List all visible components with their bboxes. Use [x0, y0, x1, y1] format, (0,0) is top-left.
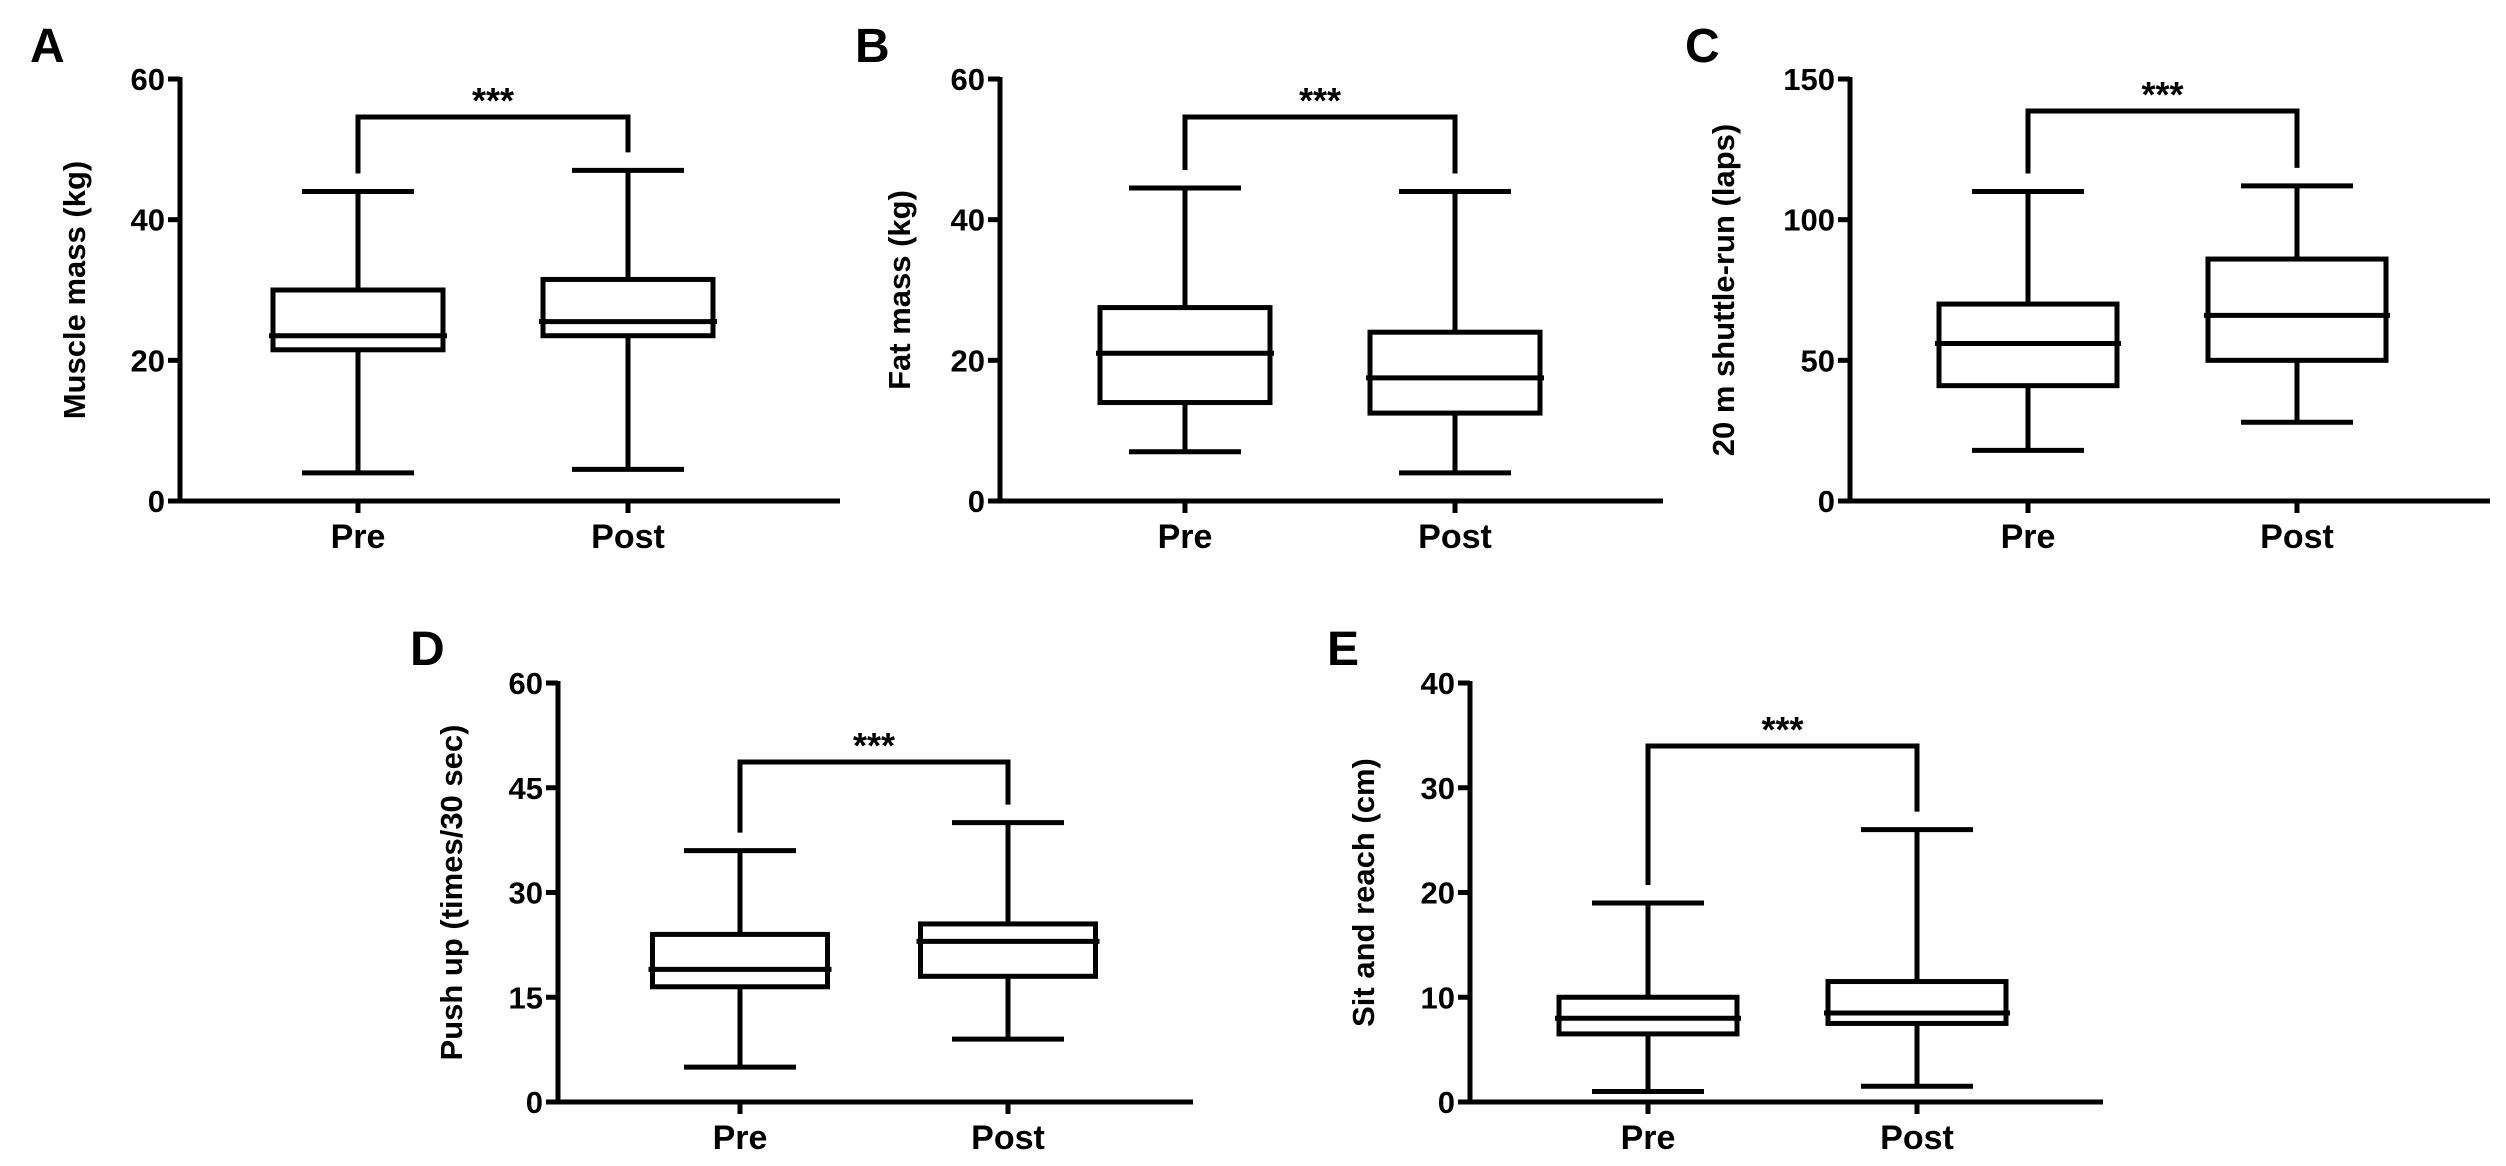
y-tick-label: 10 — [1421, 980, 1455, 1015]
box-pre — [1096, 185, 1274, 455]
significance-stars: *** — [1299, 80, 1341, 121]
panel-b: B 0 20 40 60 Fat mass (kg) Pre Post *** — [855, 20, 1663, 556]
box-pre — [648, 848, 832, 1070]
box-post — [2204, 183, 2390, 425]
iqr-box — [540, 276, 716, 339]
y-axis-title: 20 m shuttle-run (laps) — [1706, 124, 1741, 456]
y-tick-label: 20 — [951, 343, 985, 378]
x-category-label: Pre — [1158, 518, 1213, 556]
significance-bracket — [1182, 114, 1458, 174]
significance-bracket — [737, 759, 1011, 833]
significance-stars: *** — [2141, 74, 2183, 115]
y-tick-label: 60 — [951, 62, 985, 97]
y-tick-label: 50 — [1801, 343, 1835, 378]
y-tick-label: 0 — [968, 484, 985, 519]
y-tick-label: 0 — [148, 484, 165, 519]
box-pre — [269, 189, 447, 476]
significance-stars: *** — [472, 80, 514, 121]
box-post — [1824, 827, 2010, 1089]
x-category-label: Pre — [713, 1119, 768, 1157]
iqr-box — [1825, 979, 2009, 1026]
iqr-box — [918, 921, 1098, 979]
x-category-label: Post — [971, 1119, 1045, 1157]
x-category-label: Pre — [1621, 1119, 1676, 1157]
significance-stars: *** — [853, 725, 895, 766]
x-category-label: Pre — [331, 518, 386, 556]
y-tick-label: 0 — [1438, 1085, 1455, 1120]
iqr-box — [1556, 994, 1740, 1037]
significance-bracket — [1645, 743, 1920, 885]
significance-bracket — [2025, 108, 2300, 174]
y-tick-label: 40 — [1421, 666, 1455, 701]
y-tick-label: 15 — [509, 980, 543, 1015]
panel-c: C 0 50 100 150 20 m shuttle-run (laps) Pre Post… — [1685, 20, 2490, 556]
x-category-label: Post — [591, 518, 665, 556]
panel-letter: E — [1327, 623, 1359, 676]
panel-d: D 0 15 30 45 60 Push up (times/30 sec) Pre Post *… — [410, 623, 1193, 1157]
y-tick-label: 100 — [1783, 203, 1835, 238]
y-axis-title: Sit and reach (cm) — [1346, 758, 1381, 1027]
panel-letter: B — [855, 20, 890, 73]
panel-a: A 0 20 40 60 Muscle mass (kg) Pre Post *** — [30, 20, 840, 556]
y-axis-title: Muscle mass (kg) — [57, 161, 92, 419]
y-tick-label: 40 — [131, 203, 165, 238]
box-post — [539, 167, 717, 472]
x-category-label: Post — [1880, 1119, 1954, 1157]
iqr-box — [2205, 256, 2389, 363]
x-category-label: Post — [1418, 518, 1492, 556]
iqr-box — [1367, 329, 1543, 416]
y-tick-label: 0 — [526, 1085, 543, 1120]
y-tick-label: 45 — [509, 771, 543, 806]
significance-bracket — [355, 114, 631, 174]
y-axis-title: Push up (times/30 sec) — [434, 725, 469, 1061]
y-tick-label: 20 — [131, 343, 165, 378]
iqr-box — [270, 287, 446, 353]
y-tick-label: 60 — [509, 666, 543, 701]
y-tick-label: 60 — [131, 62, 165, 97]
box-pre — [1935, 189, 2121, 453]
panel-letter: C — [1685, 20, 1720, 73]
y-tick-label: 30 — [509, 876, 543, 911]
y-tick-label: 30 — [1421, 771, 1455, 806]
x-category-label: Post — [2260, 518, 2334, 556]
y-tick-label: 150 — [1783, 62, 1835, 97]
panel-letter: A — [30, 20, 65, 73]
panel-letter: D — [410, 623, 445, 676]
x-category-label: Pre — [2001, 518, 2056, 556]
y-tick-label: 0 — [1818, 484, 1835, 519]
panel-e: E 0 10 20 30 40 Sit and reach (cm) Pre Post *** — [1327, 623, 2103, 1157]
significance-stars: *** — [1761, 709, 1803, 750]
box-post — [916, 820, 1100, 1042]
y-tick-label: 40 — [951, 203, 985, 238]
box-pre — [1555, 900, 1741, 1095]
box-post — [1366, 189, 1544, 476]
y-axis-title: Fat mass (kg) — [882, 190, 917, 390]
iqr-box — [650, 931, 830, 990]
y-tick-label: 20 — [1421, 876, 1455, 911]
